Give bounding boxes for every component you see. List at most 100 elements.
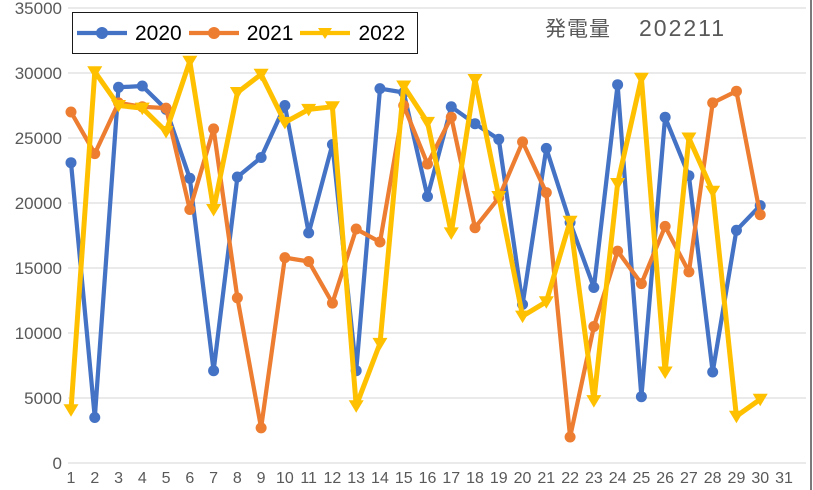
marker-2021-day2	[89, 148, 101, 160]
x-tick-label: 7	[209, 470, 218, 487]
y-tick-label: 10000	[15, 324, 62, 343]
marker-2021-day26	[659, 220, 671, 232]
marker-2022-day23	[586, 395, 602, 408]
marker-2022-day2	[87, 66, 103, 79]
marker-2021-day10	[279, 252, 291, 264]
marker-2021-day20	[517, 136, 529, 148]
x-tick-label: 16	[419, 470, 437, 487]
marker-2022-day19	[491, 191, 507, 204]
x-tick-label: 8	[233, 470, 242, 487]
marker-2020-day17	[445, 101, 457, 113]
series-2022-line	[68, 58, 763, 419]
window-right-border	[810, 0, 812, 490]
x-tick-label: 20	[514, 470, 532, 487]
marker-2020-day1	[65, 157, 77, 169]
x-tick-label: 29	[728, 470, 746, 487]
x-tick-label: 21	[537, 470, 555, 487]
marker-2022-day6	[182, 55, 198, 69]
marker-2022-day25	[633, 72, 649, 86]
marker-2020-day9	[255, 152, 267, 163]
marker-2022-day5	[158, 126, 174, 139]
x-tick-label: 19	[490, 470, 508, 487]
marker-2022-day29	[728, 410, 744, 424]
marker-2020-day23	[588, 282, 600, 293]
marker-2022-day4	[134, 102, 150, 116]
marker-2022-day30	[752, 393, 768, 407]
x-tick-label: 24	[609, 470, 627, 487]
marker-2020-day4	[136, 80, 148, 92]
series-2020-line	[68, 82, 763, 420]
x-tick-label: 31	[775, 470, 793, 487]
y-tick-label: 0	[53, 454, 62, 473]
marker-2022-day18	[467, 74, 483, 87]
marker-2021-day22	[564, 431, 576, 443]
marker-2021-day25	[635, 278, 647, 290]
marker-2022-day15	[396, 80, 412, 93]
marker-2020-day6	[184, 172, 196, 184]
marker-2021-day21	[540, 187, 552, 199]
legend-item-2021: 2021	[188, 21, 294, 45]
series-2021	[65, 85, 766, 443]
legend-label-2020: 2020	[135, 21, 182, 45]
x-tick-label: 15	[395, 470, 413, 487]
y-tick-label: 15000	[15, 259, 62, 278]
marker-2020-day16	[421, 191, 433, 202]
x-tick-label: 27	[680, 470, 698, 487]
marker-2022-day17	[443, 227, 459, 240]
marker-2020-day10	[279, 100, 291, 111]
marker-2020-day8	[231, 171, 243, 183]
marker-2022-day7	[206, 204, 222, 217]
marker-2020-day24	[612, 79, 624, 91]
marker-2021-day18	[469, 222, 481, 234]
legend-label-2021: 2021	[246, 21, 294, 45]
x-tick-label: 5	[162, 470, 171, 487]
legend-label-2022: 2022	[358, 21, 406, 45]
marker-2020-day3	[113, 81, 125, 93]
marker-2021-day5	[160, 102, 172, 114]
marker-2022-day21	[538, 296, 554, 309]
chart-legend: 2020 2021 2022	[72, 12, 418, 54]
marker-2021-day14	[374, 236, 386, 248]
marker-2022-day9	[253, 68, 269, 82]
marker-2020-day14	[374, 83, 386, 95]
x-tick-label: 22	[561, 470, 579, 487]
marker-2021-day23	[588, 321, 600, 332]
marker-2020-day26	[659, 111, 671, 123]
x-tick-label: 13	[347, 470, 365, 487]
legend-item-2020: 2020	[77, 22, 182, 44]
marker-2022-day3	[111, 100, 127, 113]
legend-swatch-2022-icon	[300, 28, 351, 39]
legend-item-2022: 2022	[300, 22, 405, 44]
x-tick-label: 1	[67, 470, 76, 487]
chart-title: 発電量 202211	[545, 13, 726, 43]
marker-2021-day30	[754, 209, 766, 221]
x-tick-label: 12	[324, 470, 342, 487]
marker-2021-day1	[65, 106, 77, 118]
marker-2022-day16	[419, 116, 435, 130]
marker-2021-day13	[350, 223, 362, 235]
y-tick-label: 5000	[24, 389, 62, 408]
marker-2021-day27	[683, 266, 695, 278]
chart-title-text: 発電量	[545, 18, 611, 41]
marker-2022-day8	[229, 87, 245, 100]
marker-2021-day12	[326, 297, 338, 309]
x-axis-labels: 1 2 3 4 5 6 7 8 9 10 11 12 13 14 15 16 17 18 19 20 21 22 23 24 2…	[67, 470, 793, 487]
x-tick-label: 4	[138, 470, 147, 487]
x-tick-label: 14	[371, 470, 389, 487]
x-tick-label: 6	[185, 470, 194, 487]
x-tick-label: 25	[632, 470, 650, 487]
marker-2021-day8	[231, 292, 243, 304]
legend-swatch-2020-icon	[77, 27, 127, 39]
x-tick-label: 3	[114, 470, 123, 487]
marker-2020-day21	[540, 142, 552, 154]
x-tick-label: 9	[257, 470, 266, 487]
x-tick-label: 17	[442, 470, 460, 487]
marker-2022-day13	[348, 400, 364, 413]
x-tick-label: 11	[300, 470, 317, 487]
y-tick-label: 20000	[15, 194, 62, 213]
marker-2020-day11	[303, 227, 315, 239]
y-tick-label: 30000	[15, 64, 62, 83]
legend-swatch-2021-icon	[188, 27, 239, 39]
